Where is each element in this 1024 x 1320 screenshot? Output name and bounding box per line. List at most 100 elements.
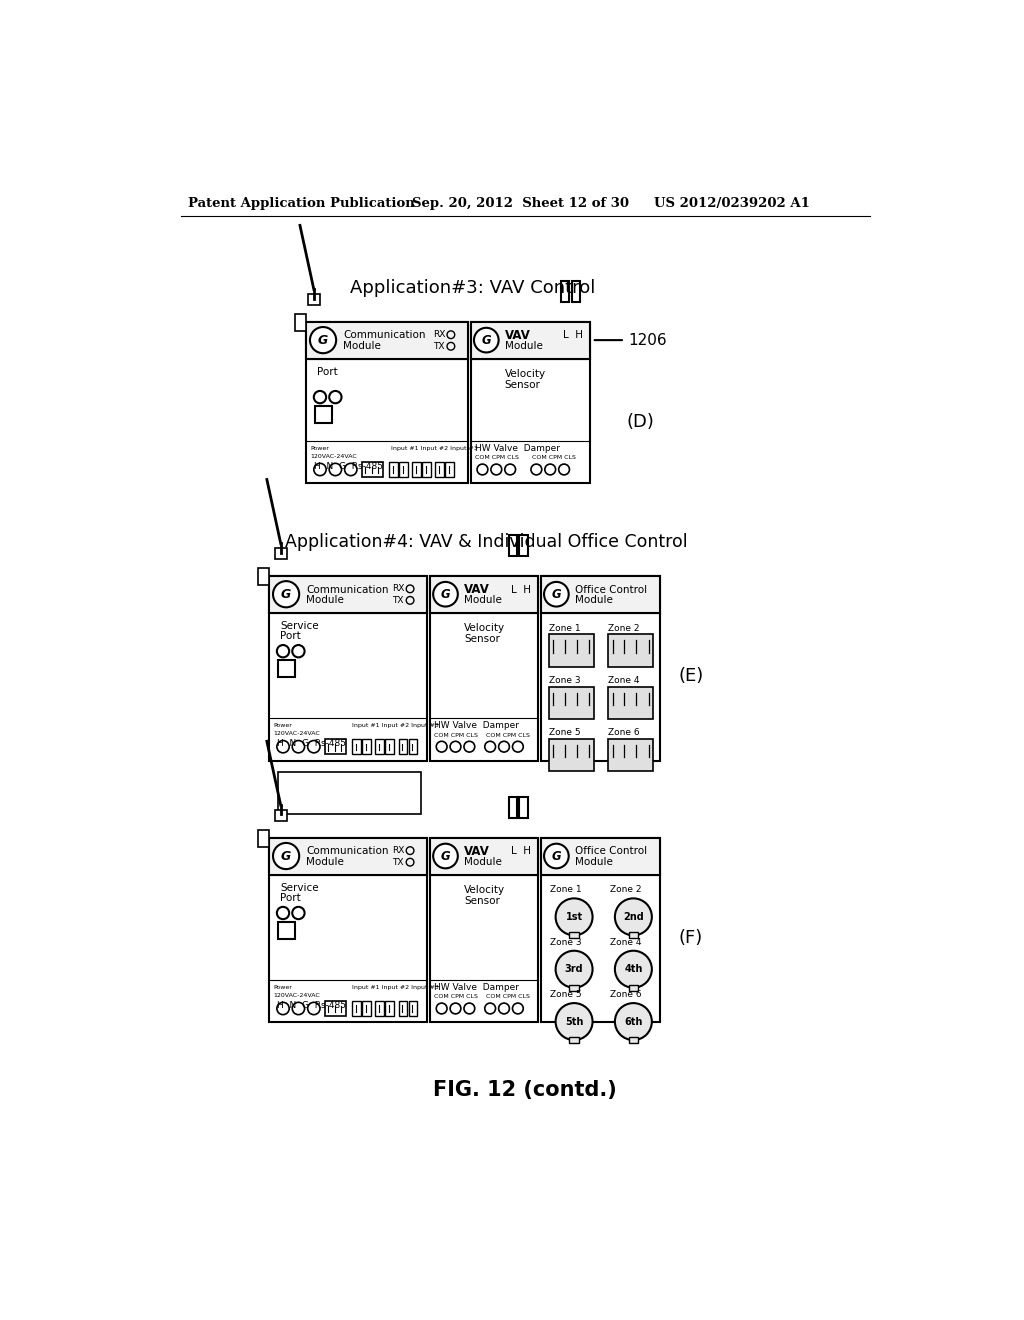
Text: RX: RX (392, 846, 404, 855)
Circle shape (556, 950, 593, 987)
Bar (269, 838, 427, 875)
Bar (608, 739, 653, 771)
Circle shape (556, 1003, 593, 1040)
Bar (541, 838, 660, 875)
Text: Sep. 20, 2012  Sheet 12 of 30: Sep. 20, 2012 Sheet 12 of 30 (412, 197, 629, 210)
Bar (398, 1001, 407, 1016)
Text: H  N  G  Rs-485: H N G Rs-485 (276, 1001, 346, 1010)
Text: Service: Service (280, 883, 318, 892)
Text: Module: Module (343, 342, 381, 351)
Text: Office Control: Office Control (574, 585, 647, 594)
Circle shape (273, 581, 299, 607)
Text: Zone 3: Zone 3 (549, 676, 581, 685)
Text: G: G (481, 334, 492, 347)
Bar (269, 576, 427, 760)
Text: TX: TX (392, 595, 403, 605)
Text: G: G (281, 587, 291, 601)
Text: Module: Module (574, 857, 612, 867)
Text: G: G (440, 587, 451, 601)
Bar (519, 535, 528, 557)
Text: US 2012/0239202 A1: US 2012/0239202 A1 (654, 197, 810, 210)
Circle shape (433, 843, 458, 869)
Text: Power: Power (310, 446, 329, 451)
Circle shape (433, 582, 458, 607)
Text: 1st: 1st (565, 912, 583, 921)
Bar (352, 739, 360, 755)
Bar (389, 462, 397, 478)
Bar (398, 739, 407, 755)
Bar (352, 1001, 360, 1016)
Bar (362, 739, 371, 755)
Bar (509, 797, 517, 818)
Text: COM CPM CLS: COM CPM CLS (486, 994, 530, 999)
Bar (413, 462, 421, 478)
Text: FIG. 12 (contd.): FIG. 12 (contd.) (433, 1080, 616, 1100)
Text: COM CPM CLS: COM CPM CLS (486, 733, 530, 738)
Bar (571, 281, 581, 302)
Bar (549, 739, 594, 771)
Text: L  H: L H (511, 585, 530, 594)
Text: Velocity: Velocity (505, 370, 546, 379)
Text: Module: Module (574, 595, 612, 606)
Text: L  H: L H (563, 330, 584, 341)
Text: VAV: VAV (505, 329, 530, 342)
Text: H  N  G  Rs-485: H N G Rs-485 (313, 462, 383, 471)
Text: Power: Power (273, 723, 292, 729)
Text: H  N  G  Rs-485: H N G Rs-485 (276, 739, 346, 748)
Bar (509, 535, 517, 557)
Bar (306, 322, 468, 483)
Bar (549, 686, 594, 719)
Text: Module: Module (464, 595, 502, 606)
Bar (430, 838, 538, 1022)
Text: Power: Power (273, 985, 292, 990)
Text: Input #1 Input #2 Input #3: Input #1 Input #2 Input #3 (351, 985, 438, 990)
Bar (435, 462, 444, 478)
Text: L  H: L H (511, 846, 530, 857)
Text: TX: TX (392, 858, 403, 867)
Text: Velocity: Velocity (464, 884, 505, 895)
Bar (549, 635, 594, 667)
Bar (629, 985, 638, 991)
Bar (274, 548, 287, 558)
Bar (325, 1001, 346, 1016)
Bar (430, 838, 538, 875)
Text: Office Control: Office Control (574, 846, 647, 857)
Bar (608, 686, 653, 719)
Text: Patent Application Publication: Patent Application Publication (188, 197, 415, 210)
Bar (608, 635, 653, 667)
Text: COM CPM CLS: COM CPM CLS (532, 455, 577, 461)
Text: Port: Port (280, 631, 301, 640)
Bar (569, 1038, 579, 1043)
Bar (541, 576, 660, 612)
Text: Zone 4: Zone 4 (609, 937, 641, 946)
Bar (325, 739, 346, 755)
Text: RX: RX (392, 585, 404, 593)
Bar (376, 739, 384, 755)
Text: G: G (281, 850, 291, 862)
Circle shape (614, 1003, 652, 1040)
Text: 120VAC-24VAC: 120VAC-24VAC (273, 731, 319, 737)
Text: 2nd: 2nd (623, 912, 644, 921)
Text: 6th: 6th (625, 1016, 642, 1027)
Bar (258, 830, 269, 847)
Bar (274, 810, 287, 821)
Bar (385, 1001, 394, 1016)
Circle shape (310, 327, 336, 354)
Bar (306, 322, 468, 359)
Text: HW Valve  Damper: HW Valve Damper (434, 983, 519, 993)
Text: G: G (552, 850, 561, 862)
Bar (279, 660, 295, 677)
Bar (561, 281, 569, 302)
Text: Input #1 Input #2 Input #3: Input #1 Input #2 Input #3 (351, 723, 438, 729)
Circle shape (474, 327, 499, 352)
Text: Zone 4: Zone 4 (608, 676, 639, 685)
Circle shape (614, 950, 652, 987)
Bar (519, 797, 528, 818)
Text: Zone 6: Zone 6 (609, 990, 641, 999)
Text: HW Valve  Damper: HW Valve Damper (475, 445, 560, 453)
Text: 120VAC-24VAC: 120VAC-24VAC (310, 454, 356, 459)
Text: Module: Module (306, 595, 344, 606)
Text: (F): (F) (679, 929, 703, 946)
Bar (258, 568, 269, 585)
Text: Zone 1: Zone 1 (549, 623, 581, 632)
